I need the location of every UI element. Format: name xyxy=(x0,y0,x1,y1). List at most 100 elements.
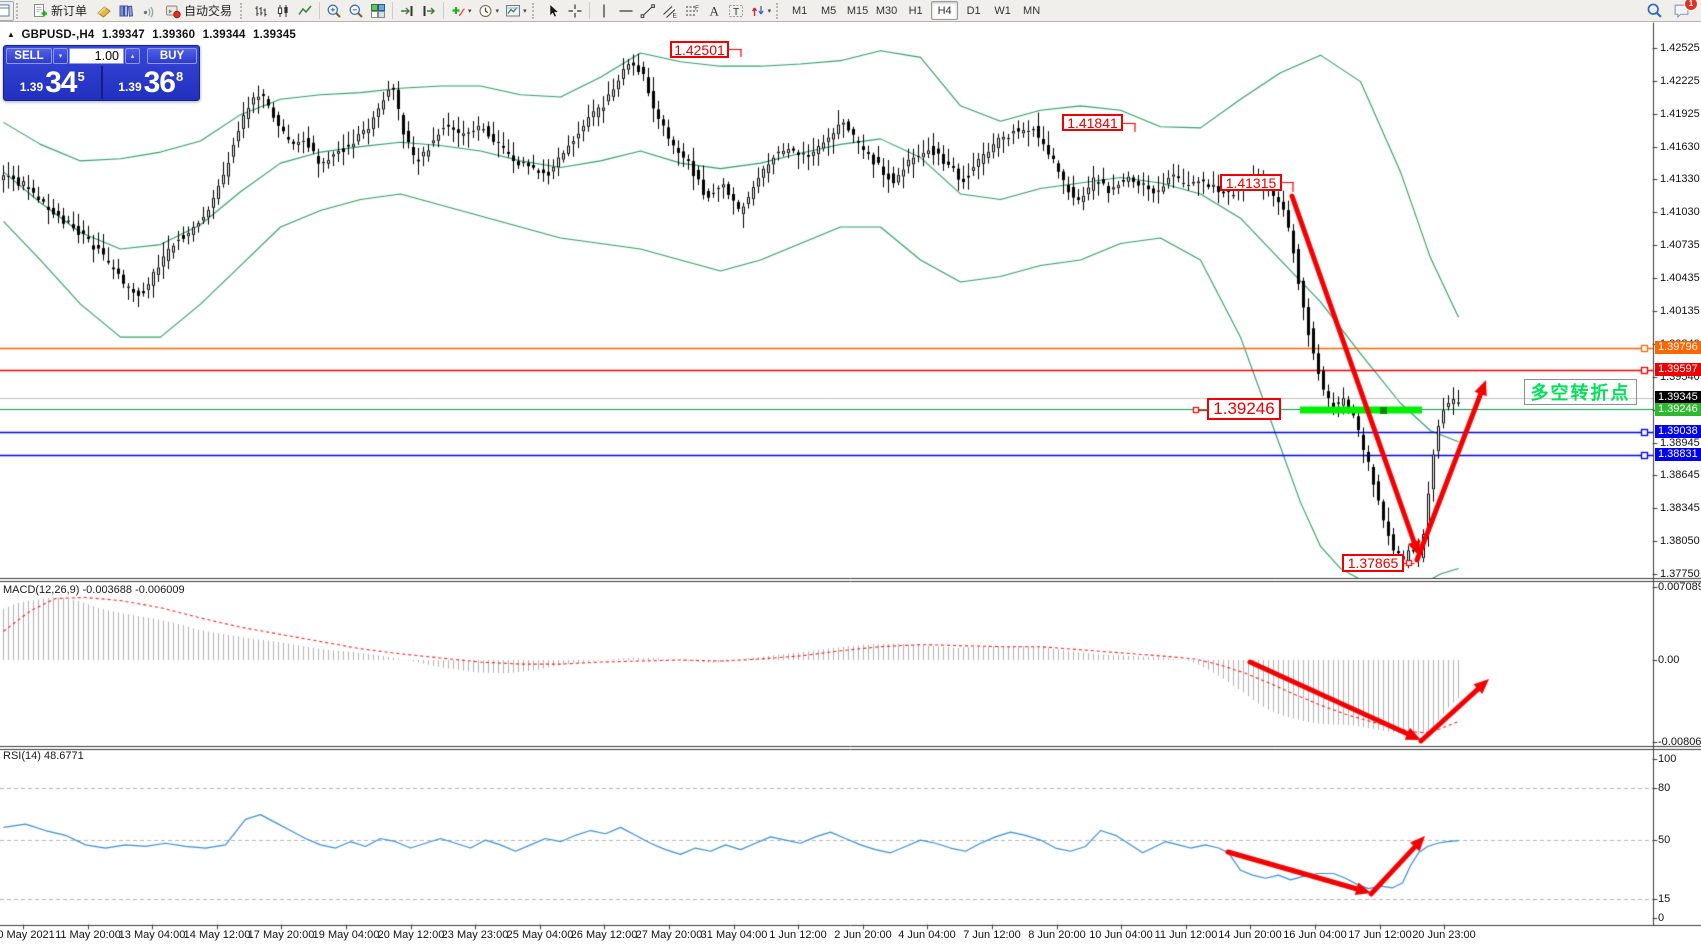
timeframe-w1[interactable]: W1 xyxy=(989,1,1016,20)
new-order-button[interactable]: 新订单 xyxy=(26,1,93,21)
timeframe-m30[interactable]: M30 xyxy=(873,1,900,20)
time-axis-label: 26 May 12:00 xyxy=(570,929,638,941)
toolbar-separator xyxy=(392,2,394,19)
fibonacci-button[interactable]: F xyxy=(681,1,703,21)
window-button[interactable] xyxy=(0,0,14,21)
volume-input[interactable] xyxy=(69,48,124,64)
time-axis-label: 4 Jun 04:00 xyxy=(898,929,956,941)
price-callout-label[interactable]: 1.37865 xyxy=(1342,554,1404,572)
zoom-in-button[interactable] xyxy=(323,1,345,21)
rsi-scale-label: 15 xyxy=(1658,893,1671,905)
autotrading-icon xyxy=(166,5,181,18)
timeframe-mn[interactable]: MN xyxy=(1018,1,1045,20)
sell-price[interactable]: 1.39 34 5 xyxy=(4,66,101,99)
svg-text:T: T xyxy=(733,6,739,17)
toolbar-grip xyxy=(776,2,783,19)
ohlc-high: 1.39360 xyxy=(152,29,196,41)
one-click-trading-panel: SELL ▾ ▴ BUY 1.39 34 5 1.39 36 8 xyxy=(3,45,200,101)
candlestick-button[interactable] xyxy=(272,1,294,21)
rsi-scale-label: 0 xyxy=(1658,912,1665,924)
tile-windows-button[interactable] xyxy=(367,1,389,21)
price-tick-label: 1.41630 xyxy=(1660,141,1700,153)
auto-trading-label: 自动交易 xyxy=(184,4,233,18)
price-tag: 1.39345 xyxy=(1655,391,1701,404)
time-axis-label: 10 Jun 04:00 xyxy=(1089,929,1153,941)
timeframe-group: M1 M5 M15 M30 H1 H4 D1 W1 MN xyxy=(786,1,1045,20)
periods-icon xyxy=(479,4,492,17)
template-button[interactable]: ▾ xyxy=(502,1,530,21)
time-axis-label: 11 May 20:00 xyxy=(55,929,121,941)
search-button[interactable] xyxy=(1643,1,1666,21)
sell-button[interactable]: SELL xyxy=(6,48,52,64)
spin-up-icon: ▴ xyxy=(130,53,135,60)
buy-price[interactable]: 1.39 36 8 xyxy=(103,66,200,99)
chat-notification-badge: 1 xyxy=(1684,0,1698,11)
turning-point-annotation[interactable]: 多空转折点 xyxy=(1524,379,1637,405)
timeframe-d1[interactable]: D1 xyxy=(960,1,987,20)
buy-button[interactable]: BUY xyxy=(147,48,197,64)
line-chart-button[interactable] xyxy=(294,1,316,21)
time-axis-label: 11 Jun 12:00 xyxy=(1154,929,1218,941)
macd-label: MACD(12,26,9) -0.003688 -0.006009 xyxy=(3,584,185,596)
price-callout-label[interactable]: 1.41315 xyxy=(1220,174,1282,191)
price-tick-label: 1.37750 xyxy=(1660,568,1700,580)
trendline-button[interactable] xyxy=(637,1,659,21)
time-axis-label: 27 May 20:00 xyxy=(635,929,703,941)
profiles-icon xyxy=(119,5,134,17)
volume-increase-button[interactable]: ▴ xyxy=(125,48,140,64)
time-axis-label: 2 Jun 20:00 xyxy=(834,929,892,941)
zoom-in-icon xyxy=(327,4,341,18)
quote-panel-controls: SELL ▾ ▴ BUY xyxy=(4,46,199,66)
spin-down-icon: ▾ xyxy=(58,53,63,60)
timeframe-h4[interactable]: H4 xyxy=(931,1,959,20)
horizontal-line-button[interactable] xyxy=(615,1,637,21)
bar-chart-button[interactable] xyxy=(250,1,272,21)
rsi-label: RSI(14) 48.6771 xyxy=(3,750,84,762)
text-label-button[interactable]: T xyxy=(725,1,747,21)
text-button[interactable]: A xyxy=(703,1,725,21)
channel-button[interactable]: E xyxy=(659,1,681,21)
periods-button[interactable]: ▾ xyxy=(475,1,503,21)
price-tick-label: 1.40135 xyxy=(1660,305,1700,317)
ohlc-low: 1.39344 xyxy=(202,29,246,41)
window-icon xyxy=(0,4,10,16)
arrows-icon xyxy=(751,5,764,16)
zoom-out-button[interactable] xyxy=(345,1,367,21)
toolbar-separator xyxy=(319,2,321,19)
time-axis-label: 20 Jun 23:00 xyxy=(1412,929,1476,941)
price-callout-label[interactable]: 1.42501 xyxy=(670,41,729,58)
symbol-title: GBPUSD-,H4 xyxy=(21,29,95,41)
crosshair-button[interactable] xyxy=(564,1,586,21)
shift-chart-button[interactable] xyxy=(418,1,440,21)
arrows-button[interactable]: ▾ xyxy=(747,1,775,21)
signal-button[interactable] xyxy=(137,1,159,21)
macd-scale-label: -0.008063 xyxy=(1658,736,1701,748)
text-label-icon: T xyxy=(728,4,743,17)
main-toolbar: 新订单 自动交易 ▾ ▾ ▾ E F A T ▾ xyxy=(0,0,1701,22)
timeframe-m15[interactable]: M15 xyxy=(844,1,871,20)
profiles-button[interactable] xyxy=(115,1,137,21)
auto-trading-button[interactable]: 自动交易 xyxy=(159,1,238,21)
price-callout-label[interactable]: 1.41841 xyxy=(1062,114,1123,131)
timeframe-h1[interactable]: H1 xyxy=(902,1,929,20)
time-axis-label: 25 May 04:00 xyxy=(506,929,574,941)
autoscroll-button[interactable] xyxy=(396,1,418,21)
timeframe-m1[interactable]: M1 xyxy=(786,1,813,20)
vertical-line-button[interactable] xyxy=(593,1,615,21)
price-callout-label[interactable]: 1.39246 xyxy=(1207,398,1281,420)
candlestick-icon xyxy=(277,4,288,17)
indicators-button[interactable]: ▾ xyxy=(447,1,475,21)
time-axis-label: 13 May 04:00 xyxy=(118,929,186,941)
shift-chart-icon xyxy=(423,5,436,16)
timeframe-m5[interactable]: M5 xyxy=(815,1,842,20)
toolbar-right: 1 xyxy=(1643,0,1699,21)
toolbar-grip xyxy=(16,2,23,19)
eraser-button[interactable] xyxy=(93,1,115,21)
search-icon xyxy=(1647,3,1662,18)
volume-decrease-button[interactable]: ▾ xyxy=(53,48,68,64)
cursor-button[interactable] xyxy=(542,1,564,21)
price-tick-label: 1.41030 xyxy=(1660,206,1700,218)
